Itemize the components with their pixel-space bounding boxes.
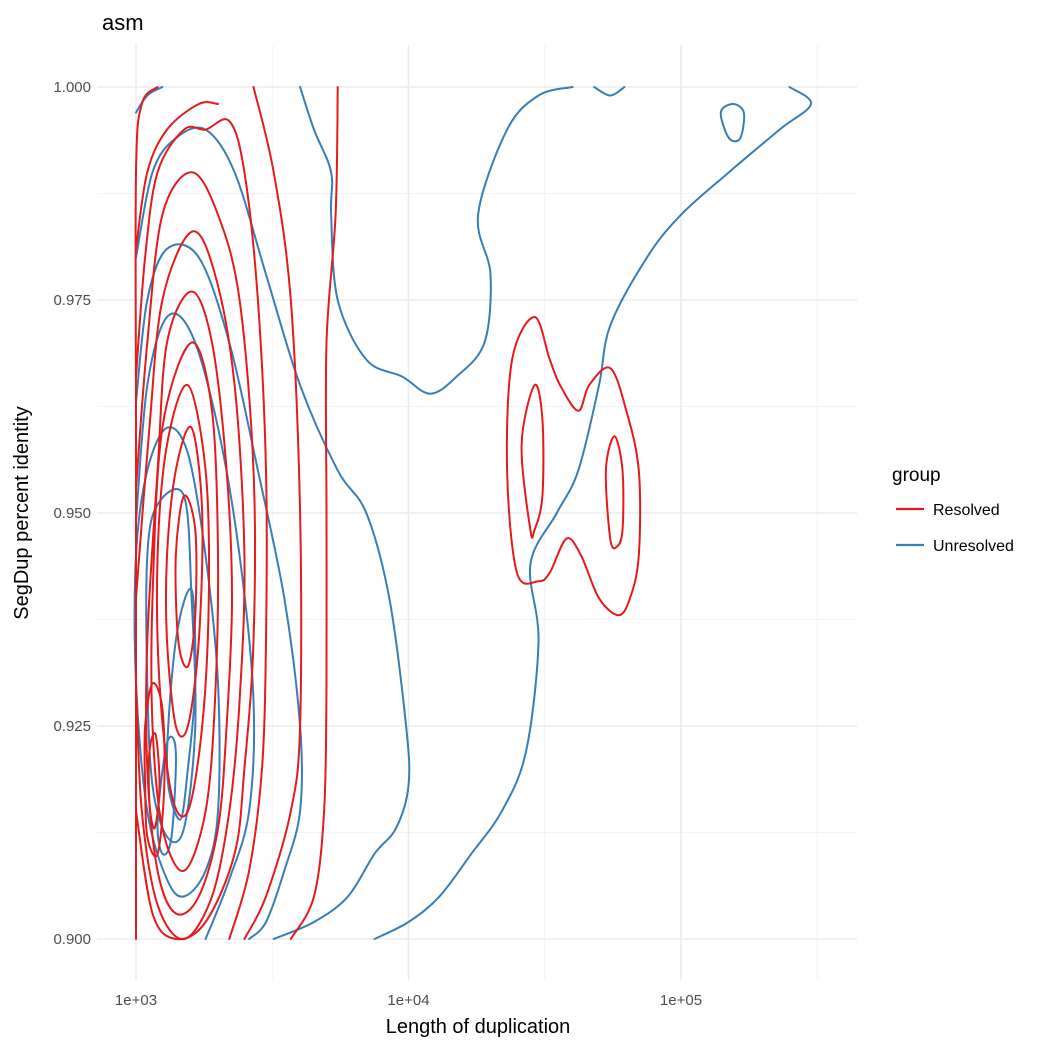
legend-title: group — [892, 465, 941, 486]
y-tick-label: 0.975 — [53, 292, 91, 309]
y-tick-label: 0.900 — [53, 931, 91, 948]
contour-unresolved — [165, 587, 197, 821]
legend-label-resolved: Resolved — [933, 502, 1000, 519]
contour-resolved — [147, 732, 161, 830]
x-axis-title: Length of duplication — [386, 1016, 571, 1038]
legend-label-unresolved: Unresolved — [933, 538, 1014, 555]
contour-resolved — [505, 316, 642, 617]
contour-resolved — [135, 230, 246, 941]
contour-resolved — [150, 341, 220, 872]
x-axis-ticks: 1e+03 1e+04 1e+05 — [115, 992, 702, 1009]
contour-unresolved — [719, 103, 746, 143]
y-tick-label: 0.925 — [53, 718, 91, 735]
y-axis-ticks: 0.900 0.925 0.950 0.975 1.000 — [53, 79, 91, 948]
contour-layer — [133, 86, 812, 941]
contour-resolved — [134, 86, 159, 940]
contour-unresolved — [593, 86, 626, 97]
contour-unresolved — [135, 126, 411, 940]
contour-unresolved — [299, 86, 574, 395]
contour-resolved — [243, 86, 303, 940]
contour-unresolved — [135, 312, 256, 940]
contour-resolved — [164, 425, 204, 738]
y-tick-label: 1.000 — [53, 79, 91, 96]
x-tick-label: 1e+03 — [115, 992, 157, 1009]
chart-title: asm — [102, 10, 144, 35]
legend: group Resolved Unresolved — [892, 465, 1014, 555]
contour-unresolved — [135, 86, 164, 114]
y-axis-title: SegDup percent identity — [11, 406, 33, 619]
x-tick-label: 1e+04 — [387, 992, 429, 1009]
x-tick-label: 1e+05 — [660, 992, 702, 1009]
contour-unresolved — [133, 426, 221, 898]
contour-unresolved — [373, 86, 812, 940]
contour-resolved — [135, 101, 219, 250]
contour-resolved — [520, 383, 545, 539]
contour-resolved — [145, 290, 233, 916]
contour-unresolved — [145, 488, 197, 844]
contour-resolved — [174, 494, 198, 669]
contour-unresolved — [135, 243, 304, 940]
y-tick-label: 0.950 — [53, 505, 91, 522]
contour-resolved — [289, 86, 339, 940]
major-grid — [97, 45, 857, 980]
contour-resolved — [135, 118, 268, 940]
contour-resolved — [604, 435, 625, 550]
contour-resolved — [143, 681, 166, 858]
